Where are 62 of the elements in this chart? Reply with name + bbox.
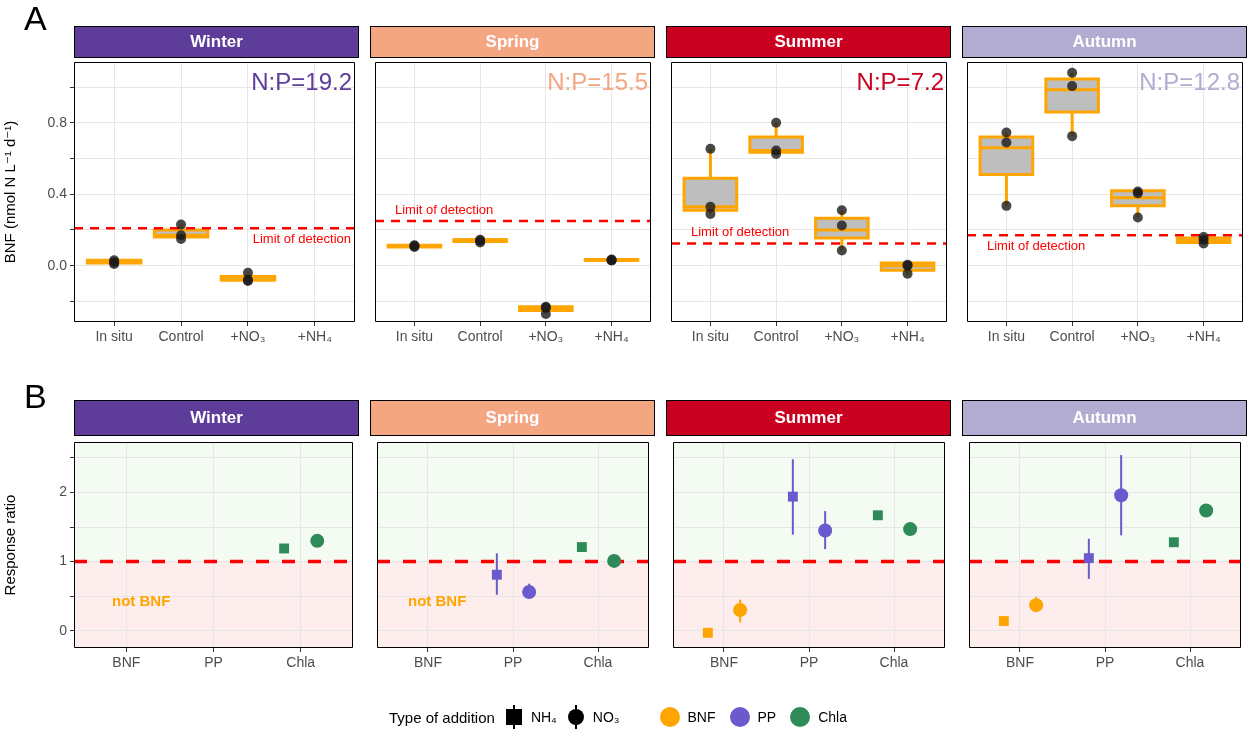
x-tick-label: In situ xyxy=(691,328,730,345)
y-tick-label: 1 xyxy=(59,552,68,569)
annotation: N:P=15.5 xyxy=(547,68,648,96)
x-tick-label: BNF xyxy=(710,654,738,671)
y-tick-label: 0.4 xyxy=(47,185,68,202)
x-tick-label: +NH₄ xyxy=(594,328,629,345)
x-tick-label: PP xyxy=(1095,654,1115,671)
y-tick-label: 0.8 xyxy=(47,113,68,130)
chart-title: Summer xyxy=(666,400,951,436)
y-axis-title: BNF (nmol N L⁻¹ d⁻¹) xyxy=(1,120,19,264)
x-tick-label: +NH₄ xyxy=(297,328,333,345)
annotation: not BNF xyxy=(408,592,467,610)
x-tick-label: Chla xyxy=(1175,654,1205,671)
x-tick-label: +NH₄ xyxy=(890,328,925,345)
annotation: N:P=19.2 xyxy=(251,68,352,96)
x-tick-label: Control xyxy=(1049,328,1095,345)
x-tick-label: Chla xyxy=(286,654,316,671)
x-tick-label: PP xyxy=(503,654,523,671)
x-tick-label: BNF xyxy=(1006,654,1034,671)
x-tick-label: +NH₄ xyxy=(1186,328,1221,345)
x-tick-label: +NO₃ xyxy=(528,328,564,345)
ref-line-label: Limit of detection xyxy=(987,237,1086,253)
x-tick-label: BNF xyxy=(112,654,141,671)
x-tick-label: In situ xyxy=(987,328,1026,345)
chart-title: Spring xyxy=(370,400,655,436)
text: NO₃ xyxy=(592,709,620,725)
x-tick-label: +NO₃ xyxy=(1120,328,1156,345)
text: A xyxy=(24,0,47,37)
chart-title: Spring xyxy=(370,26,655,58)
y-axis-title: Response ratio xyxy=(1,494,19,596)
y-tick-label: 2 xyxy=(59,483,68,500)
x-tick-label: +NO₃ xyxy=(230,328,266,345)
x-tick-label: Control xyxy=(457,328,503,345)
x-tick-label: PP xyxy=(204,654,223,671)
category-label: Chla xyxy=(818,709,848,725)
category-label: BNF xyxy=(687,709,716,725)
ref-line-label: Limit of detection xyxy=(691,223,790,239)
chart-title: Autumn xyxy=(962,26,1247,58)
x-tick-label: Control xyxy=(158,328,204,345)
text: B xyxy=(24,377,47,415)
x-tick-label: +NO₃ xyxy=(824,328,860,345)
chart-title: Winter xyxy=(74,26,359,58)
x-tick-label: In situ xyxy=(395,328,434,345)
ref-line-label: Limit of detection xyxy=(252,230,351,246)
chart-title: Autumn xyxy=(962,400,1247,436)
x-tick-label: PP xyxy=(799,654,819,671)
category-label: PP xyxy=(757,709,777,725)
x-tick-label: BNF xyxy=(414,654,442,671)
chart-title: Winter xyxy=(74,400,359,436)
text: NH₄ xyxy=(530,709,557,725)
y-tick-label: 0.0 xyxy=(47,256,68,273)
annotation: N:P=12.8 xyxy=(1139,68,1240,96)
x-tick-label: Control xyxy=(753,328,799,345)
annotation: N:P=7.2 xyxy=(856,68,944,96)
x-tick-label: Chla xyxy=(583,654,613,671)
x-tick-label: Chla xyxy=(879,654,909,671)
y-tick-label: 0 xyxy=(59,621,68,638)
ref-line-label: Limit of detection xyxy=(395,201,494,217)
annotation: not BNF xyxy=(112,592,171,610)
legend-title: Type of addition xyxy=(388,708,495,726)
x-tick-label: In situ xyxy=(95,328,133,345)
chart-title: Summer xyxy=(666,26,951,58)
